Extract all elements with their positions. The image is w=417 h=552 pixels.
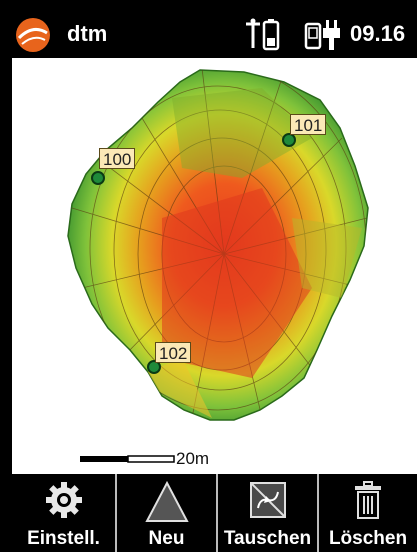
new-button[interactable]: Neu	[115, 474, 216, 552]
scale-bar	[80, 455, 175, 463]
terrain-map[interactable]: 100 101 102 20m	[12, 58, 417, 474]
delete-button-label: Löschen	[328, 528, 408, 549]
terrain-surface[interactable]	[12, 58, 417, 474]
status-icons	[246, 18, 340, 51]
triangle-icon	[144, 480, 189, 522]
survey-point-100[interactable]	[91, 171, 105, 185]
app-title: dtm	[67, 21, 108, 46]
device-battery-icon	[304, 22, 322, 50]
scale-label: 20m	[176, 449, 210, 468]
terrain-facets	[132, 88, 362, 418]
battery-icon	[262, 19, 280, 51]
survey-point-102[interactable]	[147, 360, 161, 374]
point-label-101: 101	[290, 114, 327, 135]
power-plug-icon	[323, 20, 340, 50]
title-bar: dtm 09.16	[12, 12, 417, 58]
gps-signal-icon	[246, 18, 260, 48]
clock: 09.16	[350, 21, 406, 46]
new-button-label: Neu	[148, 528, 185, 549]
settings-button-label: Einstell.	[27, 528, 100, 549]
delete-button[interactable]: Löschen	[317, 474, 417, 552]
gear-icon	[45, 482, 82, 518]
point-label-102: 102	[155, 342, 192, 363]
trash-icon	[355, 481, 381, 519]
swap-button[interactable]: Tauschen	[216, 474, 317, 552]
survey-point-101[interactable]	[282, 133, 296, 147]
swap-button-label: Tauschen	[223, 528, 312, 549]
swap-icon	[249, 482, 286, 518]
point-label-100: 100	[99, 148, 136, 169]
app-logo-icon[interactable]	[14, 16, 52, 54]
settings-button[interactable]: Einstell.	[12, 474, 115, 552]
bottom-toolbar: Einstell. Neu Tauschen	[12, 474, 417, 552]
